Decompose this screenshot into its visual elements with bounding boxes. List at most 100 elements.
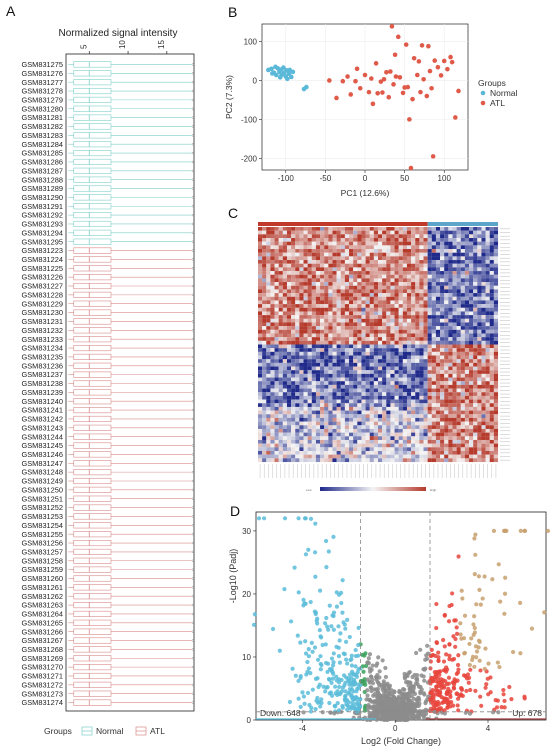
heatmap-cell	[402, 300, 408, 305]
heatmap-cell	[394, 428, 399, 433]
heatmap-cell	[311, 344, 316, 349]
heatmap-cell	[282, 384, 288, 389]
heatmap-cell	[320, 300, 325, 305]
heatmap-cell	[357, 263, 362, 268]
heatmap-cell	[390, 245, 395, 250]
heatmap-cell	[353, 395, 358, 400]
heatmap-cell	[419, 344, 424, 349]
heatmap-cell	[291, 454, 296, 459]
heatmap-cell	[353, 373, 358, 378]
heatmap-cell	[311, 318, 316, 323]
heatmap-cell	[489, 271, 494, 275]
heatmap-cell	[493, 436, 499, 441]
heatmap-cell	[278, 256, 283, 261]
heatmap-cell	[320, 414, 325, 418]
heatmap-cell	[394, 249, 399, 253]
pca-point-atl	[384, 69, 389, 75]
heatmap-cell	[307, 329, 312, 334]
heatmap-cell	[286, 388, 292, 393]
box	[73, 495, 112, 502]
heatmap-cell	[452, 300, 457, 305]
heatmap-cell	[258, 450, 263, 455]
heatmap-cell	[390, 267, 395, 272]
heatmap-cell	[299, 227, 304, 231]
heatmap-cell	[485, 384, 490, 389]
heatmap-cell	[489, 282, 494, 286]
heatmap-cell	[394, 278, 399, 283]
heatmap-cell	[353, 252, 358, 257]
heatmap-cell	[328, 271, 333, 275]
heatmap-cell	[452, 406, 457, 411]
heatmap-cell	[344, 322, 350, 327]
heatmap-cell	[456, 454, 461, 459]
heatmap-cell	[365, 414, 370, 418]
heatmap-cell	[456, 439, 461, 444]
heatmap-cell	[357, 230, 362, 235]
heatmap-cell	[427, 318, 432, 323]
heatmap-cell	[365, 388, 370, 393]
heatmap-cell	[357, 238, 362, 242]
heatmap-cell	[328, 395, 333, 400]
heatmap-cell	[378, 274, 383, 279]
heatmap-cell	[373, 340, 379, 345]
heatmap-cell	[378, 256, 383, 261]
sample-label: GSM831288	[22, 175, 64, 184]
heatmap-cell	[440, 381, 445, 385]
heatmap-cell	[303, 340, 308, 345]
heatmap-cell	[435, 293, 441, 297]
heatmap-cell	[295, 256, 300, 261]
heatmap-cell	[270, 274, 275, 279]
heatmap-cell	[332, 370, 337, 374]
heatmap-cell	[365, 260, 370, 264]
heatmap-cell	[282, 337, 288, 341]
heatmap-cell	[460, 410, 465, 415]
heatmap-cell	[415, 256, 420, 261]
heatmap-cell	[390, 241, 395, 246]
heatmap-cell	[291, 443, 296, 448]
heatmap-cell	[411, 399, 416, 404]
heatmap-cell	[291, 329, 296, 334]
heatmap-cell	[307, 421, 312, 426]
heatmap-cell	[361, 351, 366, 356]
heatmap-cell	[485, 241, 490, 246]
heatmap-cell	[448, 399, 453, 404]
heatmap-cell	[406, 249, 412, 253]
heatmap-cell	[353, 355, 358, 360]
box	[73, 212, 112, 219]
heatmap-cell	[386, 399, 391, 404]
heatmap-cell	[340, 366, 345, 371]
outlier	[191, 630, 194, 633]
heatmap-cell	[344, 329, 350, 334]
heatmap-cell	[361, 289, 366, 294]
heatmap-cell	[394, 373, 399, 378]
heatmap-cell	[324, 304, 329, 308]
heatmap-cell	[411, 450, 416, 455]
heatmap-cell	[390, 315, 395, 319]
heatmap-cell	[402, 326, 408, 330]
heatmap-cell	[402, 359, 408, 363]
heatmap-cell	[485, 293, 490, 297]
heatmap-cell	[311, 267, 316, 272]
heatmap-cell	[452, 252, 457, 257]
heatmap-cell	[427, 399, 432, 404]
heatmap-cell	[278, 370, 283, 374]
heatmap-cell	[382, 359, 387, 363]
heatmap-cell	[435, 381, 441, 385]
heatmap-cell	[435, 359, 441, 363]
heatmap-cell	[452, 447, 457, 452]
heatmap-cell	[456, 256, 461, 261]
heatmap-cell	[398, 384, 403, 389]
heatmap-cell	[303, 406, 308, 411]
heatmap-cell	[423, 355, 428, 360]
heatmap-cell	[485, 304, 490, 308]
heatmap-cell	[485, 256, 490, 261]
heatmap-cell	[258, 388, 263, 393]
heatmap-cell	[328, 333, 333, 338]
heatmap-cell	[299, 263, 304, 268]
heatmap-cell	[324, 373, 329, 378]
heatmap-cell	[299, 348, 304, 352]
heatmap-cell	[423, 344, 428, 349]
heatmap-cell	[303, 428, 308, 433]
heatmap-cell	[369, 252, 374, 257]
sample-label: GSM831236	[22, 361, 64, 370]
